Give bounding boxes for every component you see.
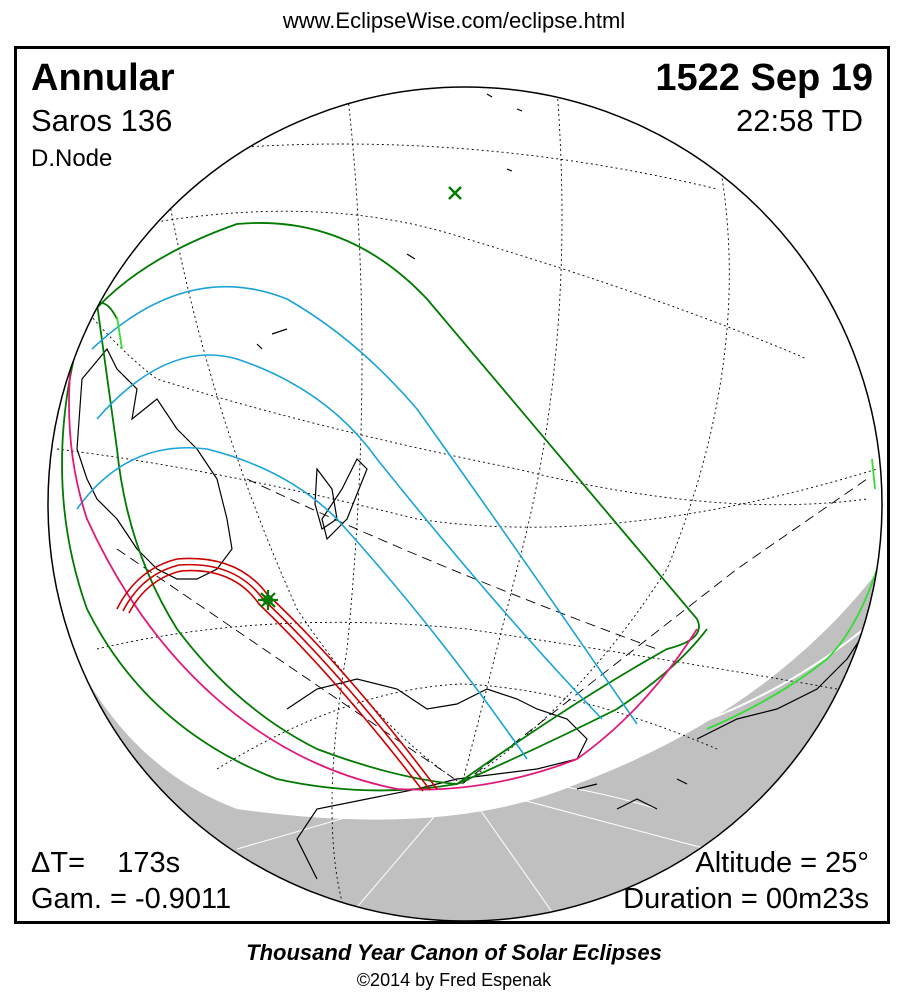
source-url: www.EclipseWise.com/eclipse.html [282,8,626,33]
reference-lines [116,478,868,785]
new-zealand-north [314,467,338,530]
twilight-edge [48,546,882,750]
globe-disc [48,87,882,921]
copyright: ©2014 by Fred Espenak [356,970,552,990]
new-zealand-south [321,457,368,541]
globe-outline [47,86,883,921]
canon-title: Thousand Year Canon of Solar Eclipses [246,940,662,965]
magnitude-lines [76,285,638,760]
gamma-value: Gam. = -0.9011 [31,883,232,915]
penumbral-limits [61,222,708,792]
eclipse-date: 1522 Sep 19 [655,57,873,99]
saros-number: Saros 136 [31,103,173,138]
night-region [48,519,882,921]
sun-altitude: Altitude = 25° [695,847,869,879]
node-label: D.Node [31,145,113,172]
eclipse-time: 22:58 TD [736,103,863,138]
annular-path [116,557,438,792]
eclipse-map-frame: Annular 1522 Sep 19 Saros 136 22:58 TD D… [14,46,890,924]
outer-limit [61,308,708,792]
southern-limit [96,303,458,785]
subsolar-x-mark-icon [448,186,462,200]
globe-map [47,86,883,921]
rise-set-curve [68,318,698,791]
annular-duration: Duration = 00m23s [623,883,869,915]
islands-north [256,93,523,350]
greatest-eclipse-star-icon [258,590,278,610]
australia-coast [76,347,233,580]
northern-limit [86,222,700,785]
islands-south [576,778,688,810]
delta-t: ΔT= 173s [31,847,181,879]
eclipse-type: Annular [31,57,175,99]
sunrise-limit [116,316,878,730]
